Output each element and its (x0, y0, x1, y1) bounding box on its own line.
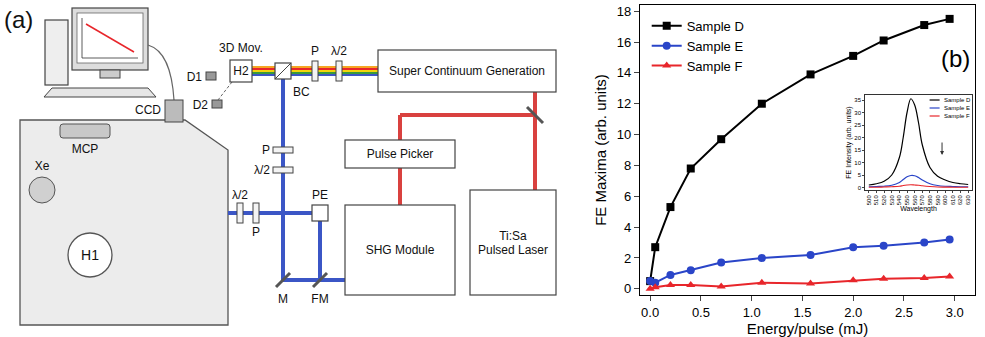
svg-text:520: 520 (881, 195, 887, 206)
svg-text:620: 620 (957, 195, 963, 206)
svg-text:MCP: MCP (72, 142, 99, 156)
svg-text:560: 560 (912, 195, 918, 206)
svg-text:1.0: 1.0 (743, 305, 761, 320)
svg-text:510: 510 (873, 195, 879, 206)
svg-text:6: 6 (624, 189, 631, 204)
svg-text:0: 0 (858, 185, 862, 191)
svg-text:Sample F: Sample F (687, 59, 743, 74)
svg-text:Wavelength: Wavelength (900, 205, 937, 213)
svg-text:580: 580 (927, 195, 933, 206)
svg-text:2.5: 2.5 (895, 305, 913, 320)
svg-text:18: 18 (617, 4, 631, 19)
svg-text:Ti:Sa: Ti:Sa (499, 229, 527, 243)
svg-text:610: 610 (950, 195, 956, 206)
svg-text:Pulse Picker: Pulse Picker (367, 147, 434, 161)
svg-text:0: 0 (624, 281, 631, 296)
svg-text:30: 30 (854, 110, 861, 116)
svg-text:D2: D2 (193, 98, 209, 112)
svg-text:3.0: 3.0 (946, 305, 964, 320)
svg-text:Sample D: Sample D (687, 19, 744, 34)
svg-text:Sample D: Sample D (944, 97, 971, 103)
svg-text:15: 15 (854, 147, 861, 153)
svg-text:(b): (b) (941, 45, 970, 72)
svg-text:Energy/pulse (mJ): Energy/pulse (mJ) (747, 320, 869, 337)
svg-text:P: P (252, 225, 260, 239)
svg-text:BC: BC (293, 85, 310, 99)
svg-text:570: 570 (919, 195, 925, 206)
svg-text:590: 590 (935, 195, 941, 206)
svg-text:1.5: 1.5 (793, 305, 811, 320)
svg-text:530: 530 (889, 195, 895, 206)
svg-text:10: 10 (854, 160, 861, 166)
svg-text:SHG Module: SHG Module (366, 243, 435, 257)
svg-text:PE: PE (312, 188, 328, 202)
svg-text:0.0: 0.0 (641, 305, 659, 320)
svg-text:P: P (262, 143, 270, 157)
svg-text:0.5: 0.5 (692, 305, 710, 320)
svg-text:λ/2: λ/2 (254, 163, 270, 177)
svg-text:4: 4 (624, 220, 631, 235)
svg-text:10: 10 (617, 127, 631, 142)
svg-text:Pulsed Laser: Pulsed Laser (478, 243, 548, 257)
svg-text:Sample E: Sample E (687, 39, 744, 54)
svg-text:540: 540 (896, 195, 902, 206)
svg-text:H2: H2 (233, 64, 249, 78)
svg-text:Super Continuum Generation: Super Continuum Generation (389, 64, 545, 78)
svg-text:5: 5 (858, 172, 862, 178)
svg-text:M: M (278, 292, 288, 306)
svg-text:16: 16 (617, 35, 631, 50)
svg-text:Xe: Xe (35, 159, 50, 173)
svg-text:FE Intensity (arb. units): FE Intensity (arb. units) (845, 106, 853, 178)
svg-text:Sample E: Sample E (944, 105, 970, 111)
svg-text:500: 500 (866, 195, 872, 206)
svg-text:14: 14 (617, 65, 631, 80)
svg-text:FE Maxima (arb. units): FE Maxima (arb. units) (592, 74, 609, 226)
svg-text:FM: FM (311, 292, 328, 306)
svg-text:8: 8 (624, 158, 631, 173)
svg-text:600: 600 (942, 195, 948, 206)
svg-text:2.0: 2.0 (844, 305, 862, 320)
svg-text:Sample F: Sample F (944, 113, 970, 119)
svg-text:λ/2: λ/2 (331, 44, 347, 58)
svg-text:H1: H1 (81, 247, 99, 263)
svg-text:35: 35 (854, 97, 861, 103)
svg-text:630: 630 (965, 195, 971, 206)
svg-text:CCD: CCD (135, 103, 161, 117)
svg-text:550: 550 (904, 195, 910, 206)
svg-text:λ/2: λ/2 (232, 188, 248, 202)
svg-text:25: 25 (854, 122, 861, 128)
svg-text:(a): (a) (4, 6, 33, 33)
svg-text:2: 2 (624, 251, 631, 266)
svg-text:3D Mov.: 3D Mov. (219, 41, 263, 55)
svg-text:D1: D1 (187, 70, 203, 84)
svg-text:20: 20 (854, 135, 861, 141)
svg-text:P: P (311, 44, 319, 58)
svg-text:12: 12 (617, 96, 631, 111)
